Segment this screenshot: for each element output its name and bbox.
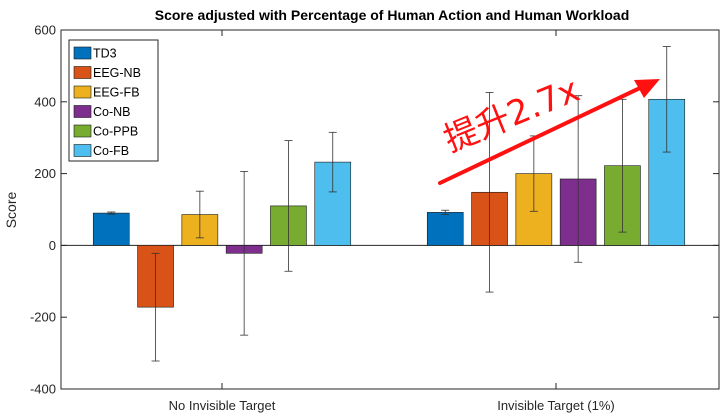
x-tick-label: Invisible Target (1%) <box>497 398 615 413</box>
bars <box>92 98 686 308</box>
y-tick-label: 600 <box>34 23 56 38</box>
annotation-arrow-head <box>634 79 660 98</box>
x-axis-ticks: No Invisible Target Invisible Target (1%) <box>169 30 615 413</box>
y-tick-label: -400 <box>30 382 56 397</box>
legend-swatch-EEG-FB <box>73 85 92 99</box>
legend-label-Co-PPB: Co-PPB <box>93 125 138 139</box>
legend-label-TD3: TD3 <box>93 47 117 61</box>
bar-TD3 <box>426 212 464 246</box>
annotation-arrow-shaft <box>438 86 642 185</box>
legend-label-Co-NB: Co-NB <box>93 105 131 119</box>
error-bars <box>107 46 671 362</box>
legend-swatch-Co-PPB <box>73 124 92 138</box>
chart-title: Score adjusted with Percentage of Human … <box>155 7 630 23</box>
y-axis-label: Score <box>3 192 19 229</box>
legend-swatch-Co-FB <box>73 144 92 157</box>
legend: TD3 EEG-NB EEG-FB Co-NB Co-PPB Co-FB <box>68 39 159 162</box>
legend-label-EEG-NB: EEG-NB <box>93 66 141 80</box>
bar-TD3 <box>92 212 130 246</box>
y-tick-label: 0 <box>49 238 56 253</box>
x-tick-label: No Invisible Target <box>169 398 276 413</box>
legend-swatch-TD3 <box>73 46 92 60</box>
legend-swatch-Co-NB <box>73 105 92 118</box>
legend-swatch-EEG-NB <box>73 66 92 79</box>
legend-box <box>68 39 159 162</box>
y-tick-label: -200 <box>30 310 56 325</box>
legend-label-EEG-FB: EEG-FB <box>93 86 140 100</box>
legend-label-Co-FB: Co-FB <box>93 144 129 158</box>
y-tick-label: 200 <box>34 166 56 181</box>
y-tick-label: 400 <box>34 94 56 109</box>
plot-frame <box>60 29 720 390</box>
